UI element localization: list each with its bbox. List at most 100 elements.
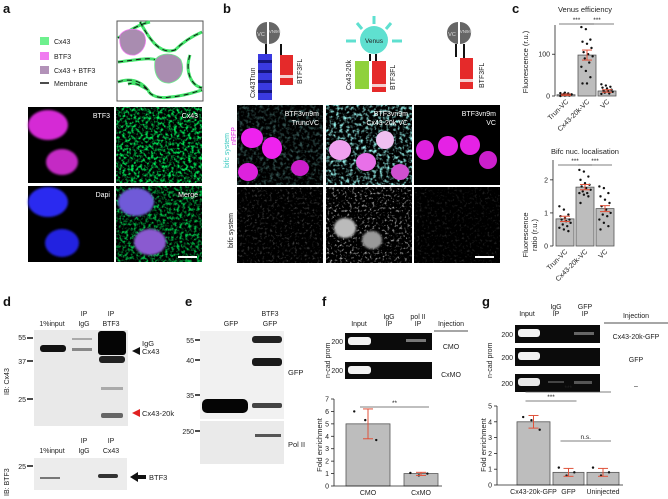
legend-label: Membrane [54,81,88,88]
data-point [583,57,586,60]
red-arrowhead-icon [132,409,140,417]
panel-label-b: b [223,1,231,16]
bp-marker: 200 [331,368,343,375]
construct-label: BTF3FL [390,65,397,90]
data-point [579,178,582,182]
panel-b: b VC VN9m Cx43Trun BTF3FL Venus [223,1,500,263]
y-tick-label: 5 [488,404,492,411]
y-axis-label: Fold enrichment [315,417,324,472]
band-label-cx43-20k: Cx43-20k [142,409,174,418]
panel-a: a Cx43 BTF3 Cx43 + BTF3 Membrane BTF3 [3,1,204,262]
y-tick-label: 3 [488,435,492,442]
y-tick-label: 0 [488,483,492,490]
panel-label-c: c [512,1,519,16]
data-point [353,410,356,413]
injection-label: Cx43-20k-GFP [613,334,660,341]
y-tick-label: 2 [488,451,492,458]
data-point [569,221,572,225]
bar [595,208,615,247]
data-point [409,471,412,475]
band-label-btf3: BTF3 [149,473,167,482]
gel-uninjected [515,374,600,392]
row-label-nrfp: nRFP [231,127,238,145]
band-label-gfp: GFP [288,368,303,377]
western-blot-cx43 [34,330,128,426]
legend-label: Cx43 + BTF3 [54,68,96,75]
data-point [604,84,608,87]
bp-marker: 200 [331,339,343,346]
bifc-gray-tile-trunc [237,187,323,263]
legend-swatch-btf3 [40,52,49,60]
data-point [591,55,594,58]
data-point [581,190,584,193]
data-point [580,185,583,188]
tile-label: Cx43 [182,113,198,120]
x-tick-label: Uninjected [586,489,619,496]
data-point [558,205,561,208]
data-point [582,193,586,196]
data-point [568,218,571,221]
mw-marker: 25 [18,397,26,404]
nucleus-shape [154,53,184,84]
data-point [581,40,584,43]
gel-header: Injection [623,313,649,320]
y-axis-label: Fluorescenceratio (r.u.) [521,212,539,257]
data-point [573,471,576,474]
gel-header: IP [553,311,560,318]
tile-label: VC [486,120,496,127]
gel-cxmo [345,362,432,379]
micrograph-dapi: Dapi [28,186,114,262]
gel-header: GFP [578,304,593,311]
y-tick-label: 4 [488,419,492,426]
injection-label: GFP [629,357,644,364]
chart-title: Bifc nuc. localisation [551,147,619,156]
mw-marker: 250 [182,429,194,436]
lane-label: IP [81,438,88,445]
data-point [609,85,612,89]
data-point [560,218,563,221]
data-point [590,46,593,50]
tile-label: Dapi [96,192,111,199]
tile-label: TruncVC [292,120,319,127]
data-point [578,168,581,172]
arrow-icon [130,472,146,482]
tile-label: BTF3vn9m [285,111,319,118]
y-tick-label: 5 [325,421,329,428]
significance-label: *** [547,394,555,401]
significance-label: *** [564,385,572,392]
bar [577,54,597,97]
gel-header: IP [582,311,589,318]
band-label-pol2: Pol II [288,440,305,449]
y-tick-label: 7 [325,397,329,404]
bifc-gray-tile-cx43-20k [326,187,412,263]
significance-label: *** [573,17,581,24]
data-point [589,38,592,41]
data-point [601,213,604,216]
tile-label: Merge [178,192,198,199]
data-point [557,466,561,469]
y-tick-label: 1 [488,467,492,474]
x-tick-label: CxMO [411,490,431,497]
ib-label: IB: Cx43 [4,368,11,395]
micrograph-merge: Merge [116,186,202,262]
mw-marker: 37 [18,359,26,366]
y-tick-label: 2 [325,459,329,466]
row-label-bifc: bifc system [224,133,231,168]
venus-label: Venus [365,38,384,45]
mw-marker: 55 [186,338,194,345]
gel-header: IgG [383,314,394,321]
chart-bifc-nuc-localisation: 0 1 2 Bifc nuc. localisation Fluorescencerat… [521,147,619,283]
y-tick-label: 1 [325,471,329,478]
y-tick-label: 1 [544,210,548,217]
gel-header: IgG [550,304,561,311]
significance-label: ** [392,400,398,407]
chart-f-fold-enrichment: 0 1 2 3 4 5 6 7 Fold enrichment CMO CxMO ** [315,397,442,497]
data-point [563,91,567,94]
data-point [591,466,595,469]
data-point [586,53,590,56]
data-point [585,42,589,45]
data-point [584,186,588,190]
tile-label: BTF3vn9m [374,111,408,118]
data-point [567,229,570,233]
